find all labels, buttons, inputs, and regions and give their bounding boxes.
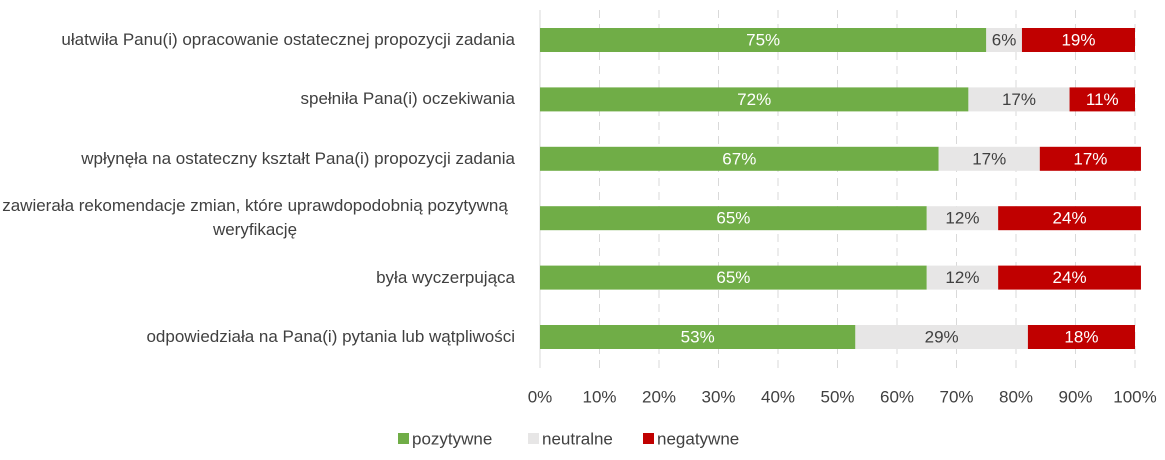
- x-tick-label: 40%: [761, 387, 795, 406]
- x-tick-label: 70%: [939, 387, 973, 406]
- legend-label: negatywne: [657, 429, 739, 448]
- x-tick-label: 0%: [528, 387, 553, 406]
- bar-segment: [540, 87, 969, 112]
- value-label: 19%: [1061, 30, 1095, 49]
- bar-segment: [1069, 87, 1135, 112]
- value-label: 12%: [945, 209, 979, 228]
- value-label: 17%: [972, 149, 1006, 168]
- value-label: 11%: [1086, 90, 1119, 109]
- value-label: 75%: [746, 30, 780, 49]
- x-tick-label: 100%: [1113, 387, 1156, 406]
- bar-segment: [540, 265, 927, 290]
- value-label: 24%: [1053, 209, 1087, 228]
- category-label: odpowiedziała na Pana(i) pytania lub wąt…: [146, 327, 515, 346]
- x-tick-label: 20%: [642, 387, 676, 406]
- category-label-box: zawierała rekomendacje zmian, które upra…: [0, 194, 515, 242]
- bar-segment: [968, 87, 1070, 112]
- value-label: 65%: [716, 209, 750, 228]
- x-tick-label: 80%: [999, 387, 1033, 406]
- category-label-box: ułatwiła Panu(i) opracowanie ostatecznej…: [0, 28, 515, 52]
- x-tick-label: 50%: [820, 387, 854, 406]
- bar-segment: [926, 265, 999, 290]
- bar-segment: [986, 28, 1022, 52]
- category-label-box: odpowiedziała na Pana(i) pytania lub wąt…: [0, 325, 515, 349]
- legend-label: pozytywne: [412, 429, 492, 448]
- value-label: 6%: [992, 30, 1017, 49]
- x-tick-label: 60%: [880, 387, 914, 406]
- category-label: wpłynęła na ostateczny kształt Pana(i) p…: [81, 148, 515, 168]
- value-label: 18%: [1064, 327, 1098, 346]
- value-label: 65%: [716, 268, 750, 287]
- value-label: 53%: [681, 327, 715, 346]
- category-label: spełniła Pana(i) oczekiwania: [300, 89, 515, 109]
- bar-segment: [855, 325, 1028, 349]
- x-tick-label: 30%: [701, 387, 735, 406]
- legend-label: neutralne: [542, 429, 613, 448]
- bar-segment: [926, 206, 999, 231]
- category-label-box: wpłynęła na ostateczny kształt Pana(i) p…: [0, 147, 515, 171]
- bar-segment: [998, 265, 1141, 290]
- bar-segment: [1021, 28, 1135, 52]
- x-tick-label: 90%: [1058, 387, 1092, 406]
- legend-swatch: [528, 433, 539, 444]
- legend-swatch: [398, 433, 409, 444]
- bar-segment: [1027, 325, 1135, 349]
- value-label: 67%: [722, 149, 756, 168]
- category-label-box: była wyczerpująca: [0, 266, 515, 290]
- bar-segment: [938, 146, 1040, 171]
- value-label: 29%: [925, 327, 959, 346]
- category-label: zawierała rekomendacje zmian, które upra…: [2, 196, 508, 240]
- bar-segment: [998, 206, 1141, 231]
- value-label: 17%: [1073, 149, 1107, 168]
- legend-swatch: [643, 433, 654, 444]
- value-label: 17%: [1002, 90, 1036, 109]
- bar-segment: [540, 146, 939, 171]
- category-label: była wyczerpująca: [376, 267, 515, 287]
- category-label-box: spełniła Pana(i) oczekiwania: [0, 87, 515, 111]
- x-tick-label: 10%: [582, 387, 616, 406]
- value-label: 12%: [945, 268, 979, 287]
- value-label: 72%: [737, 90, 771, 109]
- bar-segment: [540, 28, 987, 52]
- bar-segment: [540, 325, 856, 349]
- bar-segment: [1039, 146, 1141, 171]
- value-label: 24%: [1053, 268, 1087, 287]
- bar-segment: [540, 206, 927, 231]
- category-label: ułatwiła Panu(i) opracowanie ostatecznej…: [61, 30, 515, 49]
